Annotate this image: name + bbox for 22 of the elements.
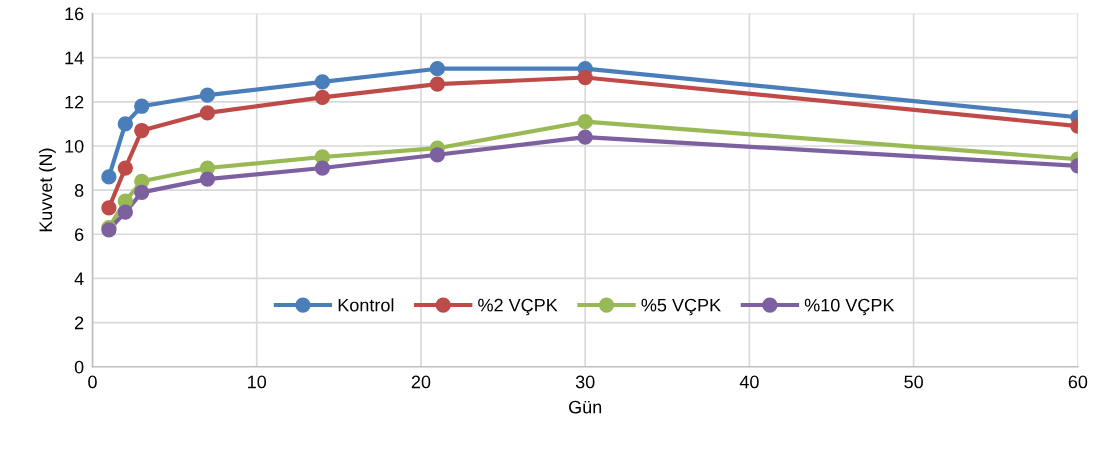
x-axis-title: Gün — [569, 400, 602, 414]
y-tick-label: 4 — [74, 272, 84, 285]
legend-label: Kontrol — [338, 298, 394, 312]
y-tick-label: 16 — [65, 7, 84, 21]
x-tick-label: 60 — [1068, 375, 1088, 389]
y-tick-label: 0 — [74, 360, 84, 374]
y-tick-label: 10 — [65, 139, 84, 153]
y-tick-label: 12 — [65, 95, 84, 109]
legend-label: %5 VÇPK — [641, 298, 721, 316]
x-tick-label: 40 — [739, 375, 759, 389]
x-tick-label: 50 — [904, 375, 923, 389]
legend-label: %10 VÇPK — [804, 298, 895, 316]
y-tick-label: 6 — [75, 228, 84, 241]
x-tick-label: 10 — [248, 375, 267, 389]
y-tick-label: 2 — [75, 316, 84, 330]
x-tick-label: 30 — [575, 375, 595, 389]
legend-label: %2 VÇPK — [478, 298, 558, 316]
y-tick-label: 8 — [74, 184, 84, 197]
y-tick-label: 14 — [65, 51, 84, 65]
x-tick-label: 20 — [411, 375, 431, 389]
y-axis-title: Kuvvet (N) — [38, 148, 56, 232]
x-tick-label: 0 — [88, 375, 97, 389]
